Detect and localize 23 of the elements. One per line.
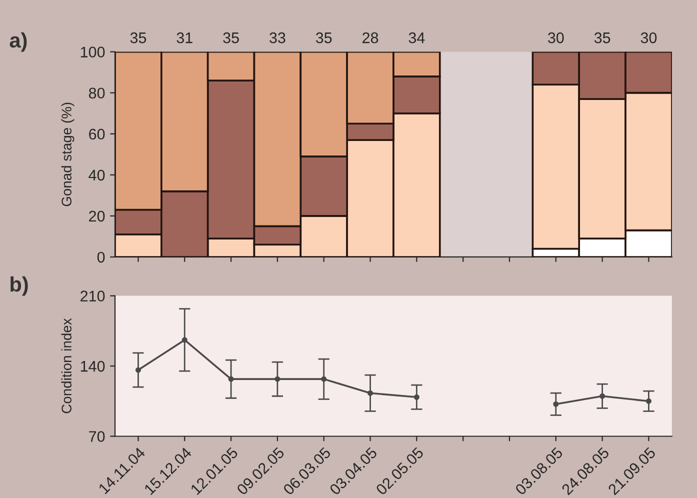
y-tick-label: 0 — [97, 252, 105, 263]
text: a) — [10, 32, 27, 52]
annotation: 35 — [130, 32, 146, 44]
annotation: 34 — [408, 32, 425, 44]
annotation: 35 — [223, 32, 239, 44]
text: b) — [10, 276, 28, 296]
y-tick-label: 70 — [89, 431, 105, 442]
annotation: 35 — [316, 32, 332, 44]
annotation: 33 — [270, 32, 286, 44]
y-tick-label: 80 — [88, 88, 105, 99]
y-tick-label: 20 — [89, 210, 105, 222]
annotation: 31 — [176, 32, 192, 44]
annotation: 30 — [640, 32, 657, 44]
annotation: 28 — [362, 32, 378, 44]
annotation: 35 — [594, 32, 610, 44]
y-tick-label: 210 — [80, 290, 105, 302]
y-axis-title: Gonad stage (%) — [61, 102, 74, 206]
y-axis-title: Condition index — [61, 318, 72, 414]
annotation: 30 — [548, 32, 564, 44]
y-tick-label: 60 — [89, 128, 105, 140]
y-tick-label: 140 — [80, 360, 105, 372]
y-tick-label: 40 — [88, 170, 105, 181]
y-tick-label: 100 — [80, 46, 105, 58]
